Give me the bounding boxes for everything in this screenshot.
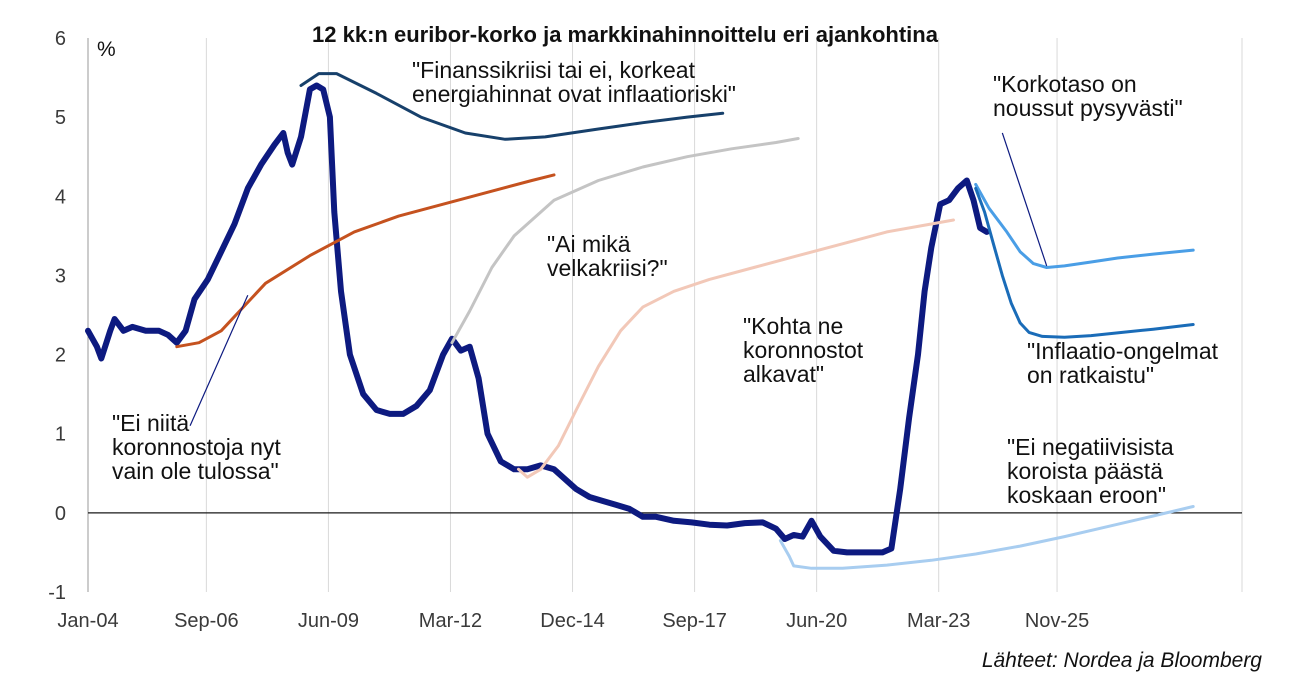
y-tick-label: 4 (55, 186, 66, 208)
x-tick-label: Dec-14 (540, 610, 604, 632)
annotation-line: koronnostot (743, 337, 864, 363)
annotation-line: on ratkaistu" (1027, 362, 1154, 388)
series-line (299, 72, 725, 141)
series-line (175, 173, 556, 349)
chart-title: 12 kk:n euribor-korko ja markkinahinnoit… (312, 22, 939, 47)
source-note: Lähteet: Nordea ja Bloomberg (982, 649, 1262, 672)
annotation-line: "Inflaatio-ongelmat (1027, 338, 1219, 364)
annotation-line: noussut pysyvästi" (993, 95, 1183, 121)
y-tick-label: 1 (55, 424, 66, 446)
series-line (778, 505, 1195, 570)
annotation-text: "Ei negatiivisista koroista päästä koskaan… (1007, 434, 1174, 508)
y-tick-label: 2 (55, 345, 66, 367)
annotation-line: "Korkotaso on (993, 71, 1137, 97)
y-axis-unit: % (97, 38, 116, 61)
x-tick-label: Jun-09 (298, 610, 359, 632)
annotation-text: "Kohta ne koronnostot alkavat" (743, 313, 864, 387)
x-tick-label: Sep-17 (662, 610, 727, 632)
series-line (85, 82, 990, 556)
series-line (974, 182, 1195, 269)
annotation-text: "Ei niitä koronnostoja nyt vain ole tuloss… (112, 410, 281, 484)
pointer-line (1001, 132, 1048, 267)
annotation-text: "Inflaatio-ongelmat on ratkaistu" (1027, 338, 1219, 388)
tick-labels: 6 5 4 3 2 1 0 -1 Jan-04 Sep-06 Jun-09 Mar-12 Dec-14 S… (48, 28, 1089, 632)
annotation-line: koronnostoja nyt (112, 434, 281, 460)
series-lines (85, 72, 1195, 570)
annotation-line: alkavat" (743, 361, 824, 387)
x-tick-label: Jun-20 (786, 610, 847, 632)
annotation-line: "Ei niitä (112, 410, 189, 436)
annotation-pointers (189, 132, 1048, 427)
x-tick-label: Sep-06 (174, 610, 239, 632)
y-tick-label: 0 (55, 503, 66, 525)
x-tick-label: Nov-25 (1025, 610, 1089, 632)
annotation-line: "Kohta ne (743, 313, 843, 339)
annotations: "Finanssikriisi tai ei, korkeat energiahi… (112, 57, 1219, 508)
series-line (517, 218, 955, 479)
annotation-line: "Finanssikriisi tai ei, korkeat (412, 57, 696, 83)
annotation-text: "Ai mikä velkakriisi?" (547, 231, 668, 281)
y-tick-label: 3 (55, 265, 66, 287)
series-line (450, 137, 800, 345)
annotation-text: "Finanssikriisi tai ei, korkeat energiahi… (412, 57, 736, 107)
y-tick-label: 5 (55, 107, 66, 129)
x-tick-label: Mar-23 (907, 610, 970, 632)
annotation-text: "Korkotaso on noussut pysyvästi" (993, 71, 1183, 121)
annotation-line: koroista päästä (1007, 458, 1163, 484)
x-tick-label: Jan-04 (57, 610, 118, 632)
annotation-line: "Ei negatiivisista (1007, 434, 1174, 460)
annotation-line: "Ai mikä (547, 231, 631, 257)
annotation-line: koskaan eroon" (1007, 482, 1166, 508)
pointer-line (189, 294, 249, 427)
y-tick-label: 6 (55, 28, 66, 50)
axes (87, 38, 1242, 592)
annotation-line: energiahinnat ovat inflaatioriski" (412, 81, 736, 107)
annotation-line: velkakriisi?" (547, 255, 668, 281)
y-tick-label: -1 (48, 582, 66, 604)
series-line (974, 186, 1195, 339)
annotation-line: vain ole tulossa" (112, 458, 279, 484)
x-tick-label: Mar-12 (419, 610, 482, 632)
